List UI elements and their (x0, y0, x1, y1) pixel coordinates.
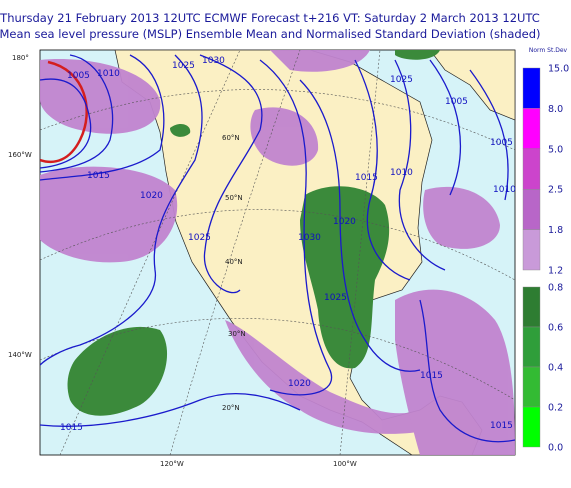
colorbar-label: 0.8 (548, 283, 563, 294)
colorbar-swatch (522, 366, 541, 408)
contour-label: 1020 (288, 379, 311, 389)
colorbar-swatch (522, 286, 541, 328)
colorbar-label: 0.4 (548, 363, 563, 374)
contour-label: 1015 (490, 421, 513, 431)
contour-label: 1005 (67, 71, 90, 81)
contour-label: 1025 (172, 61, 195, 71)
colorbar-label: 0.6 (548, 323, 563, 334)
isobars (40, 54, 515, 443)
colorbar-label: 2.5 (548, 185, 563, 196)
colorbar-swatch (522, 326, 541, 368)
colorbar-label: 0.0 (548, 443, 563, 454)
contour-label: 1025 (188, 233, 211, 243)
graticule (40, 50, 515, 455)
lat-label: 50°N (225, 194, 243, 202)
colorbar-title: Norm St.Dev (529, 47, 568, 54)
colorbar-label: 8.0 (548, 104, 563, 115)
lon-label: 100°W (333, 460, 357, 468)
contour-label: 1010 (97, 69, 120, 79)
contour-label: 1015 (420, 371, 443, 381)
contour-label: 1005 (490, 138, 513, 148)
lat-label: 40°N (225, 258, 243, 266)
contour-label: 1015 (87, 171, 110, 181)
colorbar-label: 1.8 (548, 225, 563, 236)
contour-label: 1030 (298, 233, 321, 243)
colorbar-swatch (522, 148, 541, 190)
low-pressure-contour (40, 60, 88, 164)
title-line-2: Mean sea level pressure (MSLP) Ensemble … (0, 27, 541, 41)
contour-label: 1025 (324, 293, 347, 303)
lon-label: 140°W (8, 351, 32, 359)
lon-label: 160°W (8, 151, 32, 159)
contour-label: 1030 (202, 56, 225, 66)
contour-label: 1005 (445, 97, 468, 107)
contour-label: 1015 (60, 423, 83, 433)
lat-label: 30°N (228, 330, 246, 338)
colorbar: Norm St.Dev 15.0 8.0 5.0 2.5 1.8 1.2 0.8 0.6 0.4… (522, 47, 569, 454)
colorbar-swatch (522, 406, 541, 448)
greenland (429, 50, 515, 121)
contour-label: 1010 (493, 185, 516, 195)
colorbar-swatch (522, 67, 541, 109)
lon-label: 180° (12, 54, 29, 62)
contour-label: 1020 (140, 191, 163, 201)
lat-label: 60°N (222, 134, 240, 142)
colorbar-label: 5.0 (548, 144, 563, 155)
contour-label: 1010 (390, 168, 413, 178)
contour-label: 1020 (333, 217, 356, 227)
title-line-1: Thursday 21 February 2013 12UTC ECMWF Fo… (0, 11, 540, 25)
colorbar-label: 0.2 (548, 403, 563, 414)
contour-label: 1025 (390, 75, 413, 85)
colorbar-swatch (522, 188, 541, 230)
map: 1005 1010 1025 1030 1015 1020 1025 1030 … (8, 49, 516, 468)
contour-label: 1015 (355, 173, 378, 183)
colorbar-swatch (522, 229, 541, 271)
colorbar-label: 15.0 (548, 64, 569, 75)
colorbar-swatch (522, 108, 541, 150)
lat-label: 20°N (222, 404, 240, 412)
colorbar-label: 1.2 (548, 266, 563, 277)
lon-label: 120°W (160, 460, 184, 468)
